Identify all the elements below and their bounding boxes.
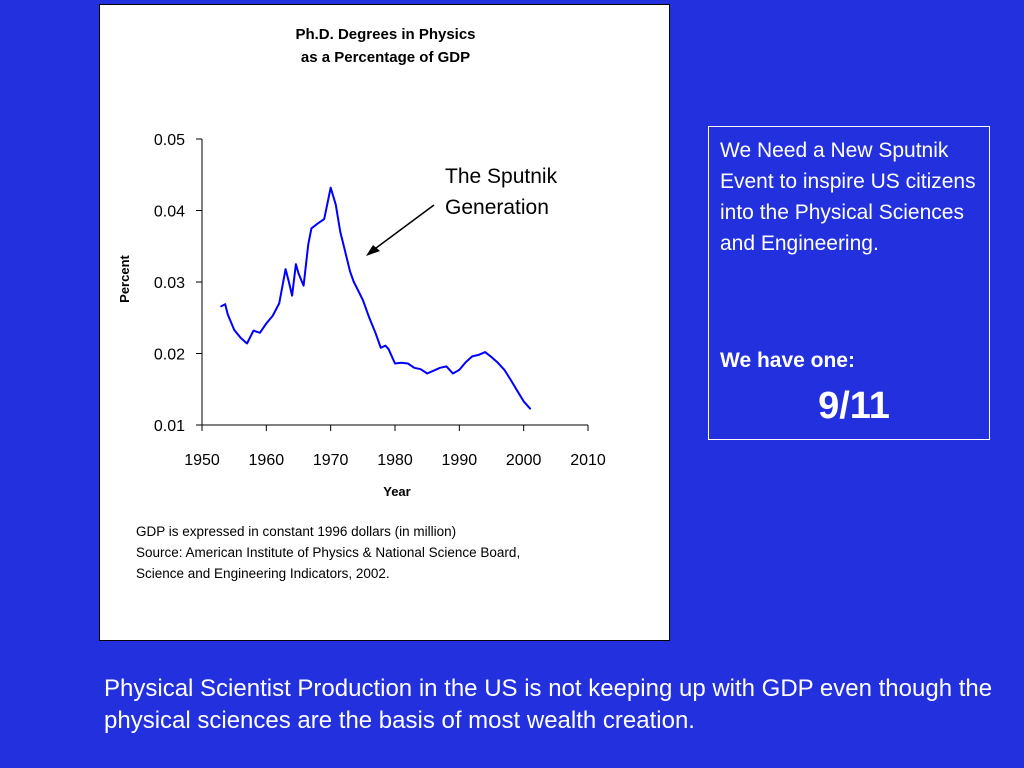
chart-marks [220, 186, 532, 410]
callout-box: We Need a New Sputnik Event to inspire U… [708, 126, 990, 440]
annotation-arrow [371, 204, 435, 252]
annotation-arrowhead [366, 245, 380, 256]
x-tick-label: 1970 [313, 452, 349, 469]
y-tick-label: 0.04 [154, 204, 185, 221]
y-tick-label: 0.05 [154, 132, 185, 149]
callout-have-label: We have one: [720, 349, 855, 372]
x-tick-label: 2000 [506, 452, 542, 469]
chart-note-source-cont: Science and Engineering Indicators, 2002… [136, 566, 390, 581]
slide-caption: Physical Scientist Production in the US … [104, 675, 993, 734]
callout-date: 9/11 [818, 385, 890, 427]
y-tick-label: 0.02 [154, 347, 185, 364]
x-tick-label: 1960 [249, 452, 285, 469]
chart-note-source: Source: American Institute of Physics & … [136, 545, 521, 560]
series-line [220, 186, 532, 410]
callout-text: We Need a New Sputnik Event to inspire U… [720, 139, 976, 255]
annotation-line-1: The Sputnik [445, 165, 558, 188]
chart-subtitle: as a Percentage of GDP [300, 49, 471, 66]
x-tick-label: 1990 [442, 452, 478, 469]
chart-panel: Ph.D. Degrees in Physics as a Percentage… [99, 4, 670, 641]
chart-annotation: The Sputnik Generation [366, 165, 558, 256]
x-tick-label: 2010 [570, 452, 606, 469]
x-tick-label: 1950 [184, 452, 220, 469]
x-tick-label: 1980 [377, 452, 413, 469]
y-tick-label: 0.01 [154, 418, 185, 435]
annotation-line-2: Generation [445, 196, 549, 219]
chart-title: Ph.D. Degrees in Physics [295, 26, 476, 43]
y-axis-label: Percent [117, 254, 132, 302]
y-tick-label: 0.03 [154, 275, 185, 292]
chart-ticks: 0.05 0.04 0.03 0.02 0.01 1950 1960 1970 1980 1990… [117, 132, 606, 499]
x-axis-label: Year [383, 484, 410, 499]
chart-note-gdp: GDP is expressed in constant 1996 dollar… [136, 524, 457, 539]
line-chart: 0.05 0.04 0.03 0.02 0.01 1950 1960 1970 1980 1990… [117, 132, 606, 499]
